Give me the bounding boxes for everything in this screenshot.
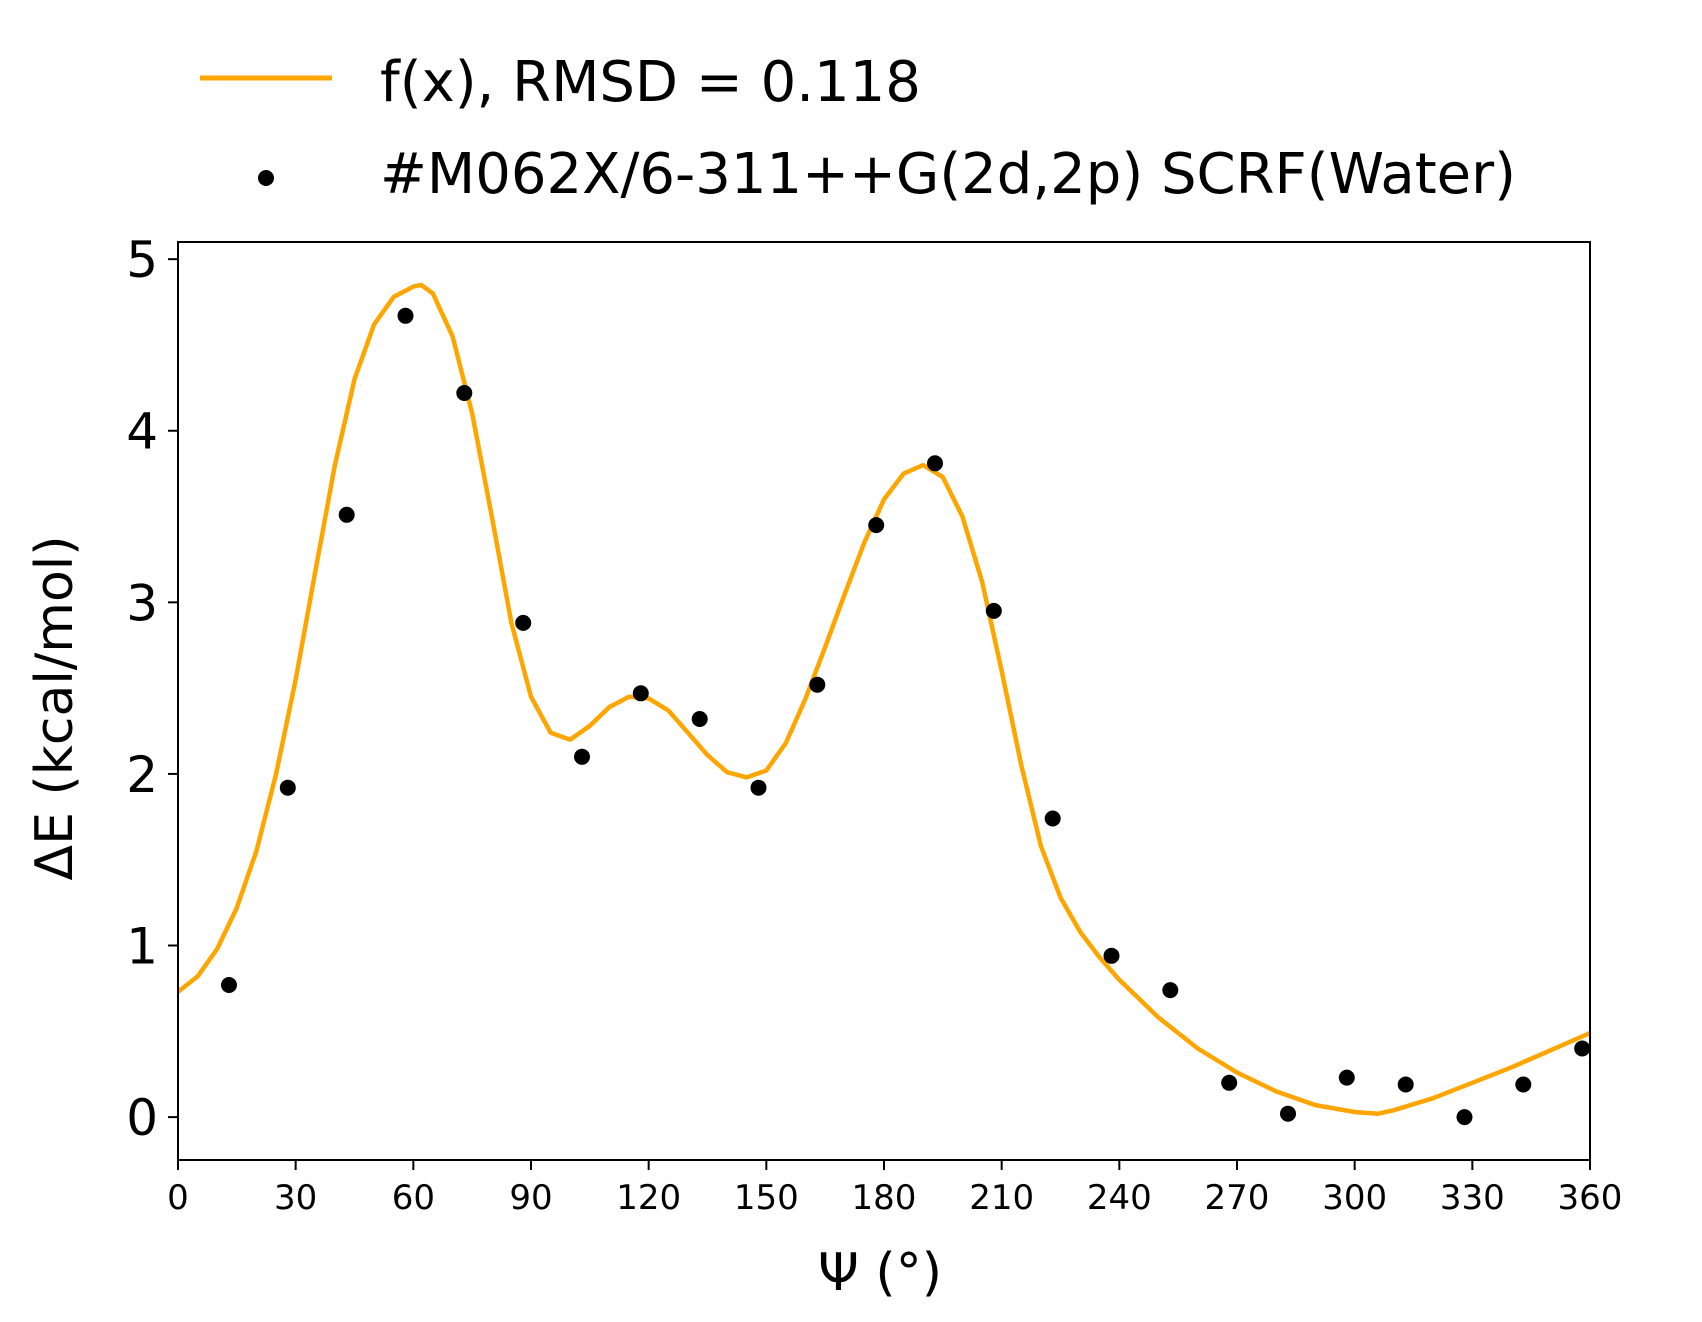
data-point	[574, 748, 590, 765]
x-tick-label: 90	[509, 1178, 552, 1218]
data-point	[985, 602, 1002, 619]
data-point	[397, 307, 414, 324]
y-tick-label: 0	[126, 1089, 158, 1147]
x-tick-label: 180	[852, 1178, 917, 1218]
x-axis-label: Ψ (°)	[818, 1243, 942, 1303]
data-point	[632, 685, 649, 702]
x-tick-label: 240	[1087, 1178, 1152, 1218]
y-tick-label: 4	[126, 403, 158, 461]
data-point	[515, 614, 532, 631]
x-tick-label: 0	[167, 1178, 189, 1218]
data-point	[456, 385, 473, 401]
y-tick-label: 3	[126, 574, 158, 632]
legend-marker-swatch	[258, 170, 274, 186]
x-tick-label: 150	[734, 1178, 799, 1218]
data-point	[1456, 1109, 1473, 1126]
data-point	[1338, 1069, 1355, 1086]
x-tick-label: 30	[274, 1178, 317, 1218]
legend-label-data: #M062X/6-311++G(2d,2p) SCRF(Water)	[380, 142, 1516, 207]
data-point	[1397, 1076, 1414, 1093]
data-point	[1574, 1040, 1591, 1057]
x-tick-label: 120	[616, 1178, 681, 1218]
x-tick-label: 60	[392, 1178, 435, 1218]
data-point	[1103, 947, 1120, 964]
data-point	[338, 506, 355, 523]
data-point	[1162, 982, 1179, 999]
y-tick-label: 5	[126, 231, 158, 289]
axes: 0 30 60 90 120 150 180 210 240 270 300 330 360 0 1 2 3 4 5	[126, 231, 1622, 1218]
x-tick-label: 270	[1205, 1178, 1270, 1218]
data-point	[279, 779, 296, 796]
fit-curve	[178, 282, 1590, 1116]
data-point	[691, 711, 708, 727]
data-point	[809, 676, 826, 693]
x-tick-label: 210	[969, 1178, 1034, 1218]
y-tick-label: 2	[126, 746, 158, 804]
data-point	[1515, 1076, 1532, 1093]
data-point	[221, 977, 237, 993]
data-point	[750, 779, 767, 796]
y-tick-label: 1	[126, 918, 158, 976]
data-point	[868, 517, 885, 534]
data-point	[1221, 1074, 1238, 1091]
legend: f(x), RMSD = 0.118 #M062X/6-311++G(2d,2p…	[200, 50, 1516, 207]
x-tick-label: 300	[1322, 1178, 1387, 1218]
legend-label-fit: f(x), RMSD = 0.118	[380, 50, 921, 115]
data-point	[927, 455, 943, 472]
y-axis-label: ΔE (kcal/mol)	[25, 536, 85, 881]
x-tick-label: 330	[1440, 1178, 1505, 1218]
x-tick-label: 360	[1558, 1178, 1623, 1218]
plot-area	[178, 282, 1591, 1126]
data-point	[1280, 1105, 1296, 1122]
data-point	[1044, 810, 1061, 827]
